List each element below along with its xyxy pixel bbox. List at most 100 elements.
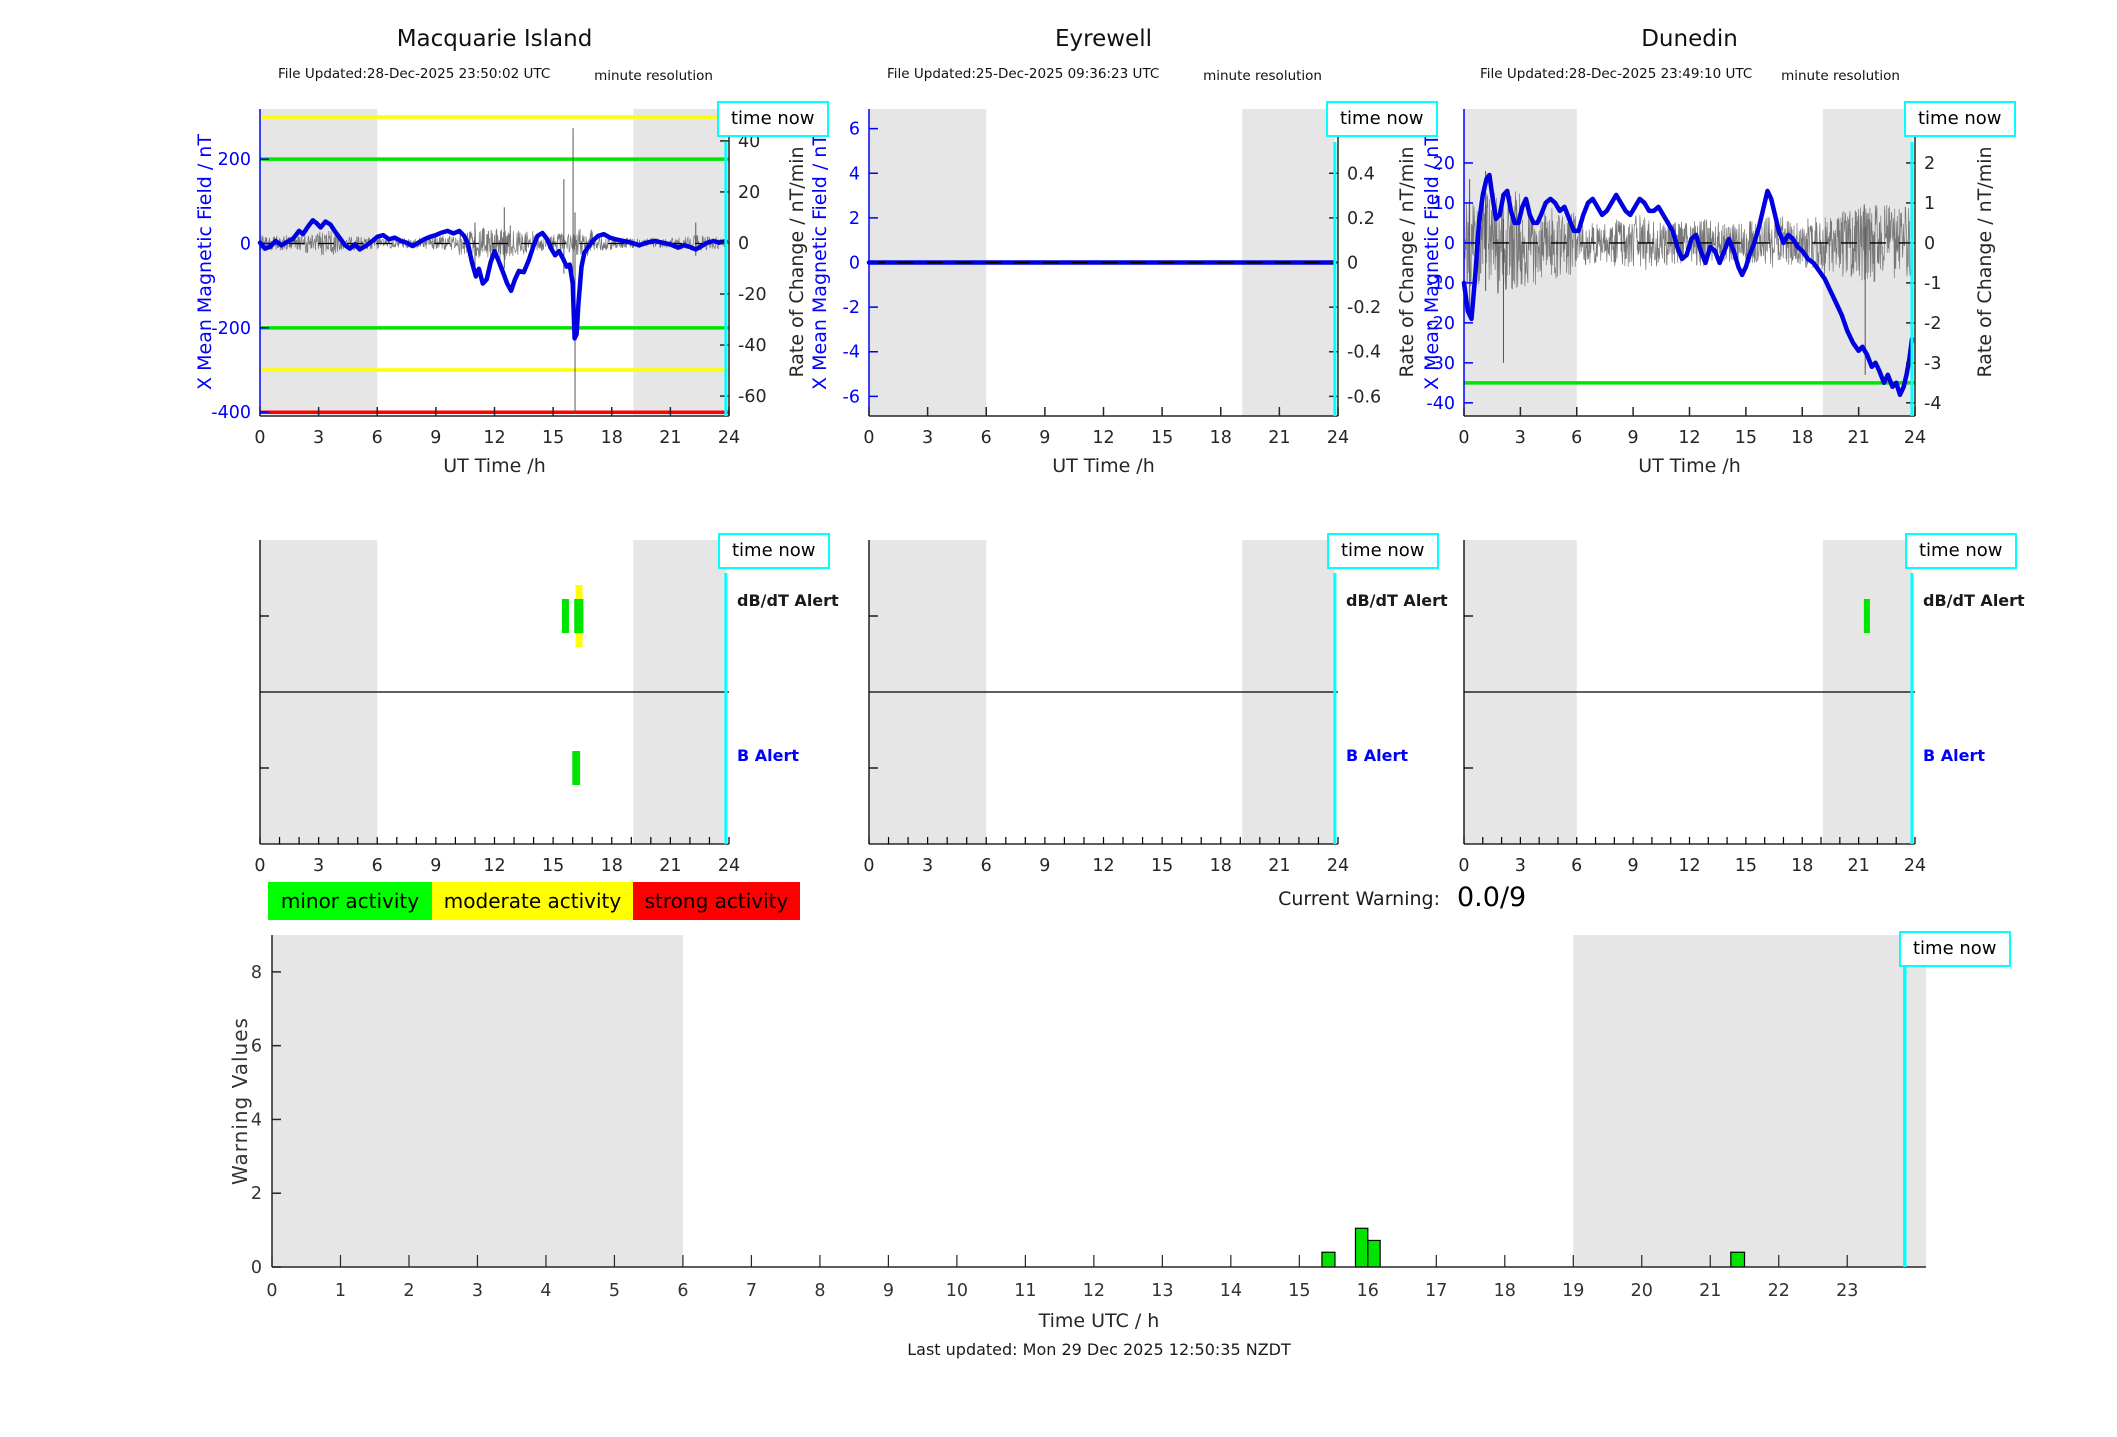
x-tick-label: 7 <box>746 1281 757 1301</box>
b-alert-bar <box>572 751 581 785</box>
x-tick-label: 15 <box>542 856 564 876</box>
y-tick-label: 0 <box>251 1258 262 1278</box>
x-tick-label: 3 <box>1515 428 1526 448</box>
x-tick-label: 24 <box>1327 428 1349 448</box>
y-tick-label: 2 <box>251 1184 262 1204</box>
x-tick-label: 6 <box>677 1281 688 1301</box>
dbdt-alert-bar <box>561 599 569 633</box>
warning-bar <box>1367 1239 1381 1268</box>
y-tick-label-left: 200 <box>218 150 251 170</box>
file-updated-macquarie: File Updated:28-Dec-2025 23:50:02 UTC <box>278 66 551 82</box>
x-tick-label: 6 <box>1571 856 1582 876</box>
x-tick-label: 21 <box>1268 428 1290 448</box>
x-tick-label: 20 <box>1631 1281 1653 1301</box>
x-tick-label: 21 <box>659 856 681 876</box>
time-now-box: time now <box>717 101 829 137</box>
y-tick-label-right: -1 <box>1924 274 1941 294</box>
x-tick-label: 17 <box>1425 1281 1447 1301</box>
y-tick-label-left: -4 <box>843 343 860 363</box>
x-tick-label: 22 <box>1768 1281 1790 1301</box>
dbdt-alert-label-dunedin: dB/dT Alert <box>1923 591 2025 610</box>
x-tick-label: 11 <box>1014 1281 1036 1301</box>
y-tick-label-right: -40 <box>738 336 767 356</box>
y-tick-label-left: 2 <box>849 209 860 229</box>
x-tick-label: 0 <box>266 1281 277 1301</box>
x-tick-label: 24 <box>718 856 740 876</box>
x-tick-label: 24 <box>1904 856 1926 876</box>
x-tick-label: 3 <box>313 428 324 448</box>
y-tick-label-left: -10 <box>1426 274 1455 294</box>
current-warning-value: 0.0/9 <box>1457 882 1527 913</box>
station-title-macquarie: Macquarie Island <box>396 26 593 52</box>
y-tick-label-right: 1 <box>1924 194 1935 214</box>
time-now-box: time now <box>1899 931 2011 967</box>
y-tick-label-left: -6 <box>843 387 860 407</box>
x-tick-label: 18 <box>601 856 623 876</box>
warning-bar <box>1730 1251 1746 1268</box>
y-axis-label-left-eyrewell: X Mean Magnetic Field / nT <box>809 134 831 390</box>
x-tick-label: 8 <box>814 1281 825 1301</box>
x-tick-label: 21 <box>1699 1281 1721 1301</box>
x-tick-label: 3 <box>922 856 933 876</box>
legend-moderate-activity: moderate activity <box>432 882 633 920</box>
dbdt-alert-label-macquarie: dB/dT Alert <box>737 591 839 610</box>
y-tick-label-right: 0.4 <box>1347 164 1375 184</box>
y-axis-label-left-macquarie: X Mean Magnetic Field / nT <box>194 134 216 390</box>
x-tick-label: 3 <box>922 428 933 448</box>
night-shading <box>1573 935 1926 1267</box>
dbdt-alert-bar <box>1863 599 1870 633</box>
y-tick-label-right: 0 <box>1347 254 1358 274</box>
x-tick-label: 0 <box>254 428 265 448</box>
x-tick-label: 0 <box>863 428 874 448</box>
y-tick-label-left: 20 <box>1433 154 1455 174</box>
y-tick-label-left: -2 <box>843 298 860 318</box>
time-now-box: time now <box>1905 533 2017 569</box>
x-tick-label: 9 <box>1039 428 1050 448</box>
y-tick-label: 8 <box>251 963 262 983</box>
minute-resolution-macquarie: minute resolution <box>594 68 713 84</box>
last-updated-text: Last updated: Mon 29 Dec 2025 12:50:35 N… <box>907 1340 1291 1359</box>
y-tick-label-right: 2 <box>1924 154 1935 174</box>
minute-resolution-eyrewell: minute resolution <box>1203 68 1322 84</box>
y-tick-label-right: -0.2 <box>1347 298 1381 318</box>
warning-values-axis-label: Warning Values <box>228 1017 252 1185</box>
y-tick-label-right: -3 <box>1924 354 1941 374</box>
legend-strong-activity: strong activity <box>633 882 800 920</box>
y-tick-label-left: 0 <box>1444 234 1455 254</box>
b-alert-label-eyrewell: B Alert <box>1346 746 1409 765</box>
dbdt-alert-label-eyrewell: dB/dT Alert <box>1346 591 1448 610</box>
x-axis-label-dunedin: UT Time /h <box>1638 455 1741 477</box>
x-tick-label: 0 <box>254 856 265 876</box>
x-tick-label: 12 <box>1092 856 1114 876</box>
x-tick-label: 18 <box>1791 856 1813 876</box>
x-axis-label-macquarie: UT Time /h <box>443 455 546 477</box>
x-tick-label: 9 <box>883 1281 894 1301</box>
time-now-box: time now <box>1904 101 2016 137</box>
x-tick-label: 18 <box>1494 1281 1516 1301</box>
y-tick-label-right: 0.2 <box>1347 209 1375 229</box>
x-axis-label-eyrewell: UT Time /h <box>1052 455 1155 477</box>
x-tick-label: 21 <box>1268 856 1290 876</box>
y-axis-label-left-dunedin: X Mean Magnetic Field / nT <box>1421 134 1443 390</box>
y-tick-label-right: -0.4 <box>1347 343 1381 363</box>
x-tick-label: 0 <box>1458 856 1469 876</box>
x-tick-label: 12 <box>483 428 505 448</box>
x-tick-label: 12 <box>1678 428 1700 448</box>
x-tick-label: 21 <box>1847 428 1869 448</box>
x-tick-label: 15 <box>542 428 564 448</box>
x-tick-label: 21 <box>659 428 681 448</box>
x-tick-label: 15 <box>1288 1281 1310 1301</box>
x-tick-label: 3 <box>313 856 324 876</box>
y-tick-label-left: 6 <box>849 120 860 140</box>
x-tick-label: 24 <box>718 428 740 448</box>
y-tick-label: 4 <box>251 1110 262 1130</box>
y-tick-label-right: -4 <box>1924 394 1941 414</box>
x-tick-label: 9 <box>1628 428 1639 448</box>
y-axis-label-right-macquarie: Rate of Change / nT/min <box>786 146 808 378</box>
y-tick-label-left: -200 <box>211 319 251 339</box>
y-tick-label-left: 0 <box>849 254 860 274</box>
x-tick-label: 18 <box>1791 428 1813 448</box>
y-tick-label-right: -20 <box>738 285 767 305</box>
